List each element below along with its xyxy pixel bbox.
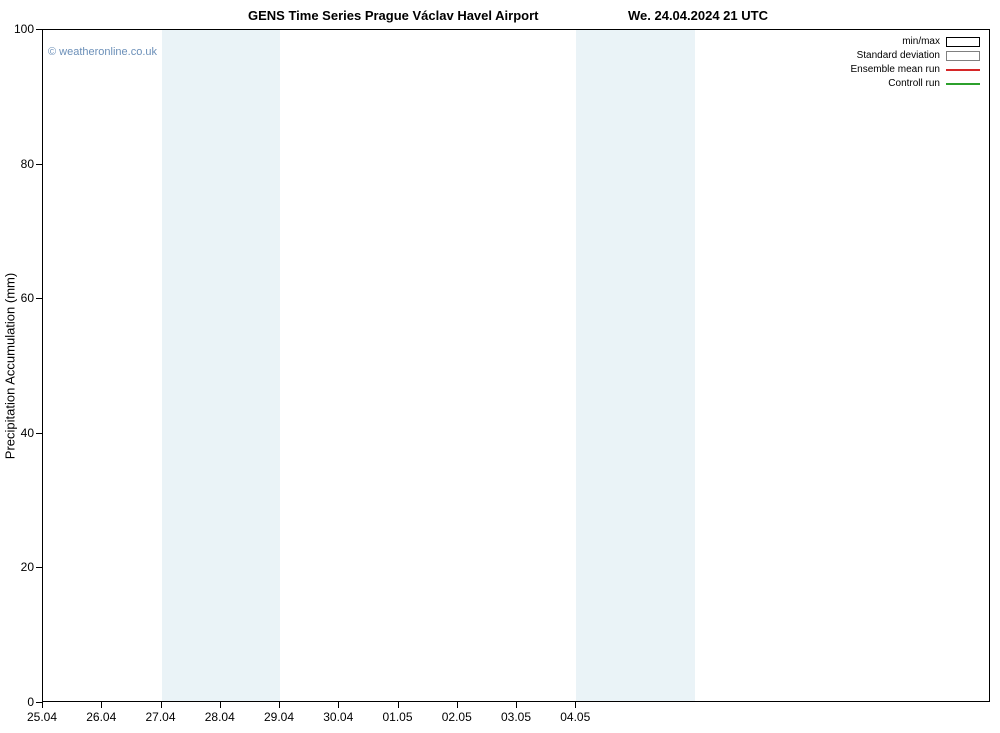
y-tick-mark: [36, 164, 42, 165]
x-tick-mark: [575, 702, 576, 708]
watermark: © weatheronline.co.uk: [48, 46, 157, 58]
y-tick-mark: [36, 29, 42, 30]
legend-item: Controll run: [851, 77, 981, 91]
legend-swatch: [946, 37, 980, 47]
y-tick-mark: [36, 433, 42, 434]
x-tick-label: 04.05: [560, 710, 590, 724]
plot-area: [42, 29, 990, 702]
x-tick-label: 01.05: [382, 710, 412, 724]
x-tick-label: 29.04: [264, 710, 294, 724]
legend-item-label: Standard deviation: [857, 49, 946, 63]
y-tick-label: 100: [14, 22, 34, 36]
x-tick-label: 30.04: [323, 710, 353, 724]
x-tick-mark: [161, 702, 162, 708]
y-tick-mark: [36, 298, 42, 299]
y-tick-label: 60: [21, 291, 34, 305]
legend-swatch: [946, 51, 980, 61]
chart-title-left: GENS Time Series Prague Václav Havel Air…: [248, 8, 538, 23]
x-tick-label: 25.04: [27, 710, 57, 724]
x-tick-mark: [516, 702, 517, 708]
y-tick-label: 20: [21, 560, 34, 574]
x-tick-mark: [457, 702, 458, 708]
x-tick-mark: [101, 702, 102, 708]
legend-item-label: Ensemble mean run: [851, 63, 947, 77]
legend-item: Standard deviation: [851, 49, 981, 63]
legend-item-label: Controll run: [888, 77, 946, 91]
y-axis-label: Precipitation Accumulation (mm): [3, 272, 18, 458]
y-tick-label: 80: [21, 157, 34, 171]
x-tick-mark: [338, 702, 339, 708]
x-tick-mark: [398, 702, 399, 708]
legend: min/maxStandard deviationEnsemble mean r…: [851, 35, 981, 91]
legend-swatch: [946, 83, 980, 85]
y-tick-label: 40: [21, 426, 34, 440]
x-tick-mark: [220, 702, 221, 708]
x-tick-label: 26.04: [86, 710, 116, 724]
weekend-band: [162, 30, 281, 701]
legend-item-label: min/max: [902, 35, 946, 49]
y-tick-label: 0: [27, 695, 34, 709]
legend-swatch: [946, 69, 980, 71]
y-tick-mark: [36, 567, 42, 568]
weekend-band: [576, 30, 695, 701]
x-tick-label: 02.05: [442, 710, 472, 724]
legend-item: min/max: [851, 35, 981, 49]
legend-item: Ensemble mean run: [851, 63, 981, 77]
x-tick-label: 27.04: [145, 710, 175, 724]
x-tick-mark: [279, 702, 280, 708]
x-tick-mark: [42, 702, 43, 708]
x-tick-label: 03.05: [501, 710, 531, 724]
x-tick-label: 28.04: [205, 710, 235, 724]
chart-title-right: We. 24.04.2024 21 UTC: [628, 8, 768, 23]
